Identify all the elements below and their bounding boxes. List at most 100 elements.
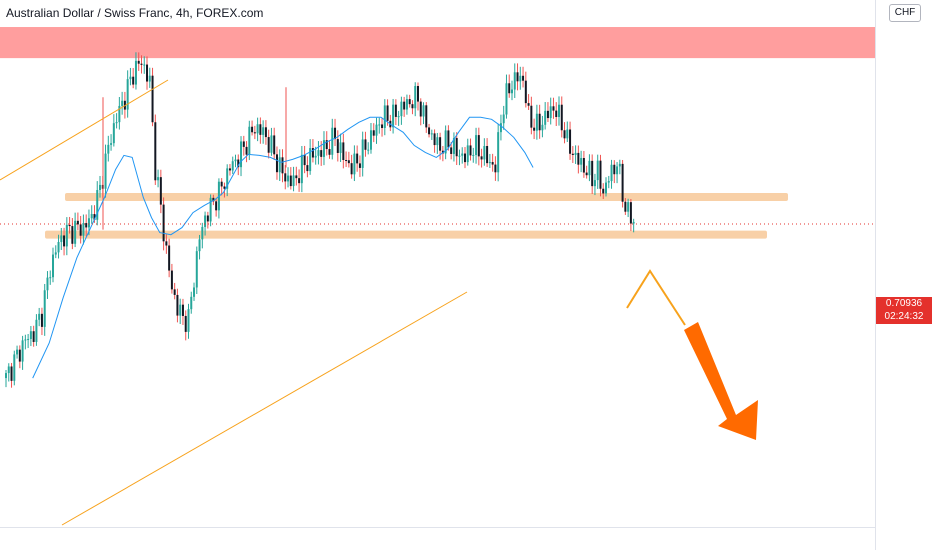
candle-body: [555, 110, 558, 118]
arrow-head: [684, 322, 758, 440]
candle-body: [234, 159, 237, 162]
candle-body: [21, 340, 24, 362]
supply-zone[interactable]: [0, 27, 875, 59]
candle-body: [461, 153, 464, 156]
candle-body: [574, 152, 577, 155]
candle-body: [201, 226, 204, 240]
candle-body: [300, 154, 303, 184]
candle-body: [466, 145, 469, 163]
candle-body: [463, 153, 466, 163]
candle-body: [96, 190, 99, 220]
candle-body: [367, 149, 370, 151]
candle-body: [132, 76, 135, 85]
price-axis[interactable]: [875, 0, 932, 550]
candle-body: [524, 80, 527, 104]
candle-body: [311, 148, 314, 158]
candle-body: [358, 163, 361, 168]
support-zone[interactable]: [45, 230, 767, 239]
candle-body: [616, 166, 619, 175]
candle-body: [10, 366, 13, 381]
candle-body: [347, 160, 350, 164]
candle-body: [54, 252, 57, 255]
candle-body: [632, 221, 635, 224]
candle-body: [350, 163, 353, 175]
candle-body: [477, 135, 480, 157]
candle-body: [452, 138, 455, 154]
candle-body: [226, 168, 229, 189]
candle-body: [76, 220, 79, 225]
currency-badge[interactable]: CHF: [889, 4, 921, 22]
candle-body: [52, 254, 55, 278]
candle-body: [168, 245, 171, 271]
candle-body: [38, 313, 41, 320]
candle-body: [198, 239, 201, 252]
bar-countdown: 02:24:32: [884, 311, 924, 322]
candle-body: [259, 124, 262, 135]
candle-body: [527, 103, 530, 106]
trendline-upper[interactable]: [0, 79, 169, 181]
candle-body: [320, 150, 323, 157]
candle-body: [530, 105, 533, 128]
candle-body: [107, 144, 110, 154]
candle-body: [494, 164, 497, 173]
candle-body: [278, 157, 281, 173]
candle-body: [486, 146, 489, 164]
candle-body: [364, 139, 367, 150]
candle-body: [544, 110, 547, 125]
candle-body: [29, 331, 32, 339]
candle-body: [60, 235, 63, 243]
candle-body: [245, 146, 248, 155]
candle-body: [428, 127, 431, 135]
candle-body: [610, 164, 613, 182]
candle-body: [621, 163, 624, 202]
resistance-zone[interactable]: [65, 192, 788, 201]
candle-body: [231, 161, 234, 171]
candle-body: [126, 79, 129, 110]
candle-body: [253, 132, 256, 134]
candle-body: [439, 137, 442, 151]
candle-body: [49, 277, 52, 279]
candle-body: [322, 140, 325, 157]
candle-body: [270, 135, 273, 153]
candle-body: [497, 132, 500, 173]
candle-body: [154, 122, 157, 181]
candle-body: [151, 75, 154, 123]
candle-body: [602, 188, 605, 194]
candle-body: [35, 319, 38, 342]
candle-body: [411, 104, 414, 109]
projection-path[interactable]: [626, 269, 686, 326]
candle-body: [582, 158, 585, 173]
candle-body: [397, 116, 400, 118]
candle-body: [381, 124, 384, 129]
candle-body: [560, 104, 563, 131]
candle-body: [292, 175, 295, 187]
candle-body: [585, 172, 588, 176]
candle-body: [499, 123, 502, 133]
candle-body: [146, 64, 149, 82]
candle-body: [63, 235, 66, 247]
trendline-lower[interactable]: [61, 291, 468, 526]
candle-body: [599, 160, 602, 189]
candle-body: [508, 83, 511, 94]
time-axis[interactable]: [0, 527, 875, 551]
candle-body: [469, 145, 472, 156]
candle-body: [71, 226, 74, 244]
candle-body: [309, 148, 312, 172]
candle-body: [488, 162, 491, 164]
candle-body: [605, 182, 608, 194]
chart-title: Australian Dollar / Swiss Franc, 4h, FOR…: [6, 6, 264, 20]
candle-body: [378, 124, 381, 126]
candle-body: [591, 160, 594, 187]
candle-body: [157, 177, 160, 181]
candle-body: [248, 126, 251, 155]
candle-body: [85, 223, 88, 228]
candle-body: [480, 156, 483, 160]
candle-body: [27, 338, 30, 340]
candle-body: [549, 106, 552, 119]
forecast-arrow[interactable]: [684, 322, 758, 440]
candle-body: [361, 139, 364, 168]
candle-body: [170, 270, 173, 290]
candle-body: [472, 154, 475, 156]
candle-body: [228, 168, 231, 171]
candle-body: [383, 105, 386, 129]
